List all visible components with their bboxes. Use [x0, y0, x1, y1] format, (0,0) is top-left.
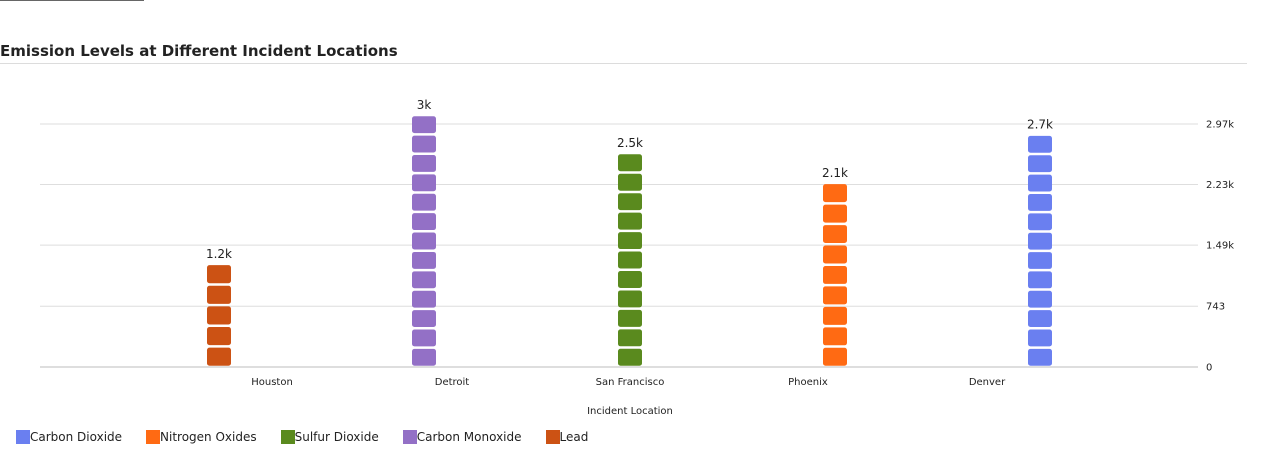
bar-segment [1028, 329, 1052, 347]
legend-label: Nitrogen Oxides [160, 430, 257, 444]
bar-segment [207, 347, 231, 366]
legend-swatch [16, 430, 30, 444]
bar-segment [412, 329, 436, 347]
bar-segment [618, 251, 642, 269]
data-label: 1.2k [206, 247, 232, 261]
bar-segment [1028, 174, 1052, 192]
x-tick-label: Denver [969, 377, 1006, 388]
bar-segment [207, 306, 231, 325]
bar-segment [618, 348, 642, 366]
top-rule [0, 0, 144, 1]
legend-swatch [280, 430, 295, 444]
data-label: 3k [417, 98, 432, 112]
bar-segment [618, 232, 642, 250]
legend-swatch [146, 430, 161, 444]
bar-segment [823, 204, 847, 223]
bar-segment [412, 135, 436, 153]
bar-segment [412, 213, 436, 231]
bar-segment [412, 251, 436, 269]
data-label: 2.5k [617, 136, 643, 150]
bar-segment [412, 155, 436, 172]
y-tick-label: 743 [1206, 302, 1225, 313]
bar-segment [823, 245, 847, 264]
legend-item-carbon-monoxide[interactable]: Carbon Monoxide [402, 430, 522, 444]
y-tick-label: 0 [1206, 363, 1212, 374]
bar-segment [1028, 213, 1052, 231]
bar-segment [618, 154, 642, 172]
legend-label: Carbon Monoxide [416, 430, 522, 444]
y-tick-label: 2.97k [1206, 120, 1234, 131]
x-tick-label: Phoenix [788, 377, 828, 388]
bar-segment [207, 265, 231, 284]
bar-segment [1028, 348, 1052, 366]
bar-segment [618, 193, 642, 211]
bar-segment [1028, 290, 1052, 308]
bar-segment [412, 290, 436, 308]
title-divider [0, 63, 1247, 64]
x-tick-label: Detroit [435, 377, 470, 388]
legend-label: Sulfur Dioxide [294, 430, 379, 444]
bar-segment [1028, 252, 1052, 269]
bar-segment [1028, 135, 1052, 153]
bar-segment [1028, 155, 1052, 173]
legend-swatch [545, 430, 560, 444]
bar-segment [618, 329, 642, 347]
y-tick-label: 1.49k [1206, 241, 1234, 252]
bar-segment [823, 225, 847, 244]
legend-item-nitrogen-oxides[interactable]: Nitrogen Oxides [146, 430, 257, 444]
x-tick-label: Houston [251, 377, 293, 388]
legend: Carbon Dioxide Nitrogen Oxides Sulfur Di… [16, 430, 612, 444]
bar-segment [1028, 193, 1052, 211]
bar-segment [412, 348, 436, 366]
bar-segment [618, 309, 642, 327]
bar-segment [823, 347, 847, 366]
bar-segment [412, 232, 436, 250]
legend-label: Lead [559, 430, 589, 444]
bar-segment [207, 285, 231, 304]
bar-segment [412, 271, 436, 289]
bar-segment [412, 193, 436, 211]
bar-segment [1028, 310, 1052, 328]
bar-segment [618, 270, 642, 288]
bar-segment [412, 116, 436, 134]
data-label: 2.7k [1027, 118, 1053, 132]
legend-item-carbon-dioxide[interactable]: Carbon Dioxide [16, 430, 122, 444]
bar-segment [823, 184, 847, 203]
bar-segment [1028, 232, 1052, 250]
bar-segment [823, 265, 847, 284]
bar-segment [412, 174, 436, 192]
legend-swatch [402, 430, 417, 444]
bar-segment [823, 286, 847, 305]
data-label: 2.1k [822, 166, 848, 180]
y-tick-label: 2.23k [1206, 180, 1234, 191]
bar-segment [1028, 271, 1052, 289]
bar-segment [823, 306, 847, 325]
bar-segment [412, 310, 436, 327]
legend-item-sulfur-dioxide[interactable]: Sulfur Dioxide [280, 430, 379, 444]
x-tick-label: San Francisco [596, 377, 665, 388]
bar-segment [618, 212, 642, 230]
x-axis-title: Incident Location [587, 406, 673, 417]
bar-segment [618, 173, 642, 191]
bar-segment [207, 327, 231, 346]
legend-item-lead[interactable]: Lead [545, 430, 589, 444]
bar-segment [618, 290, 642, 308]
bar-segment [823, 327, 847, 346]
legend-label: Carbon Dioxide [30, 430, 123, 444]
chart-title: Emission Levels at Different Incident Lo… [0, 42, 398, 60]
